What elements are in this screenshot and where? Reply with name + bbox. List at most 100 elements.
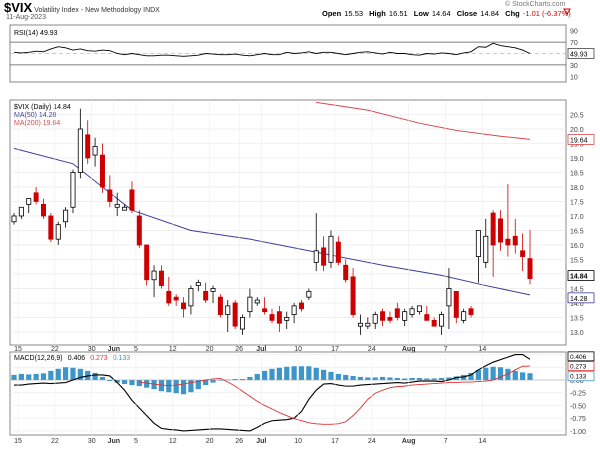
macd-histogram-bar — [453, 376, 459, 381]
macd-histogram-bar — [438, 377, 445, 381]
macd-x-tick-label: 30 — [88, 438, 96, 445]
macd-histogram-bar — [520, 372, 526, 381]
macd-histogram-bar — [166, 380, 172, 393]
macd-line — [14, 353, 531, 432]
macd-histogram-bar — [512, 370, 518, 381]
macd-histogram-bar — [490, 366, 496, 381]
candle-body — [195, 282, 201, 286]
price-x-tick-label: 10 — [294, 346, 302, 353]
macd-histogram-bar — [475, 369, 481, 381]
symbol-name: Volatility Index - New Methodology INDX — [34, 7, 160, 14]
candle-body — [298, 302, 304, 310]
macd-histogram-bar — [210, 380, 216, 383]
macd-histogram-bar — [424, 378, 430, 381]
macd-histogram-bar — [158, 380, 165, 392]
x-axis: 15 15 22 22 30 30 Jun Jun 5 5 12 12 20 20 26 26 Jul Jul 10… — [14, 100, 486, 445]
candle-body — [92, 145, 98, 156]
candle-body — [372, 314, 378, 324]
candle-body — [416, 305, 422, 313]
price-last-value: 14.84 — [570, 274, 588, 281]
macd-histogram-bar — [468, 372, 474, 381]
price-tick-label: 20.5 — [570, 112, 584, 119]
macd-tick-label: -0.25 — [570, 391, 586, 398]
date-label: 11-Aug-2023 — [6, 14, 46, 21]
macd-histogram-bar — [416, 377, 423, 381]
candle-body — [306, 290, 312, 298]
rsi-last-value-box — [567, 48, 595, 59]
price-x-tick-label: 14 — [479, 346, 487, 353]
macd-histogram-bar — [180, 380, 187, 395]
candle-body — [85, 134, 91, 159]
macd-histogram-bar — [365, 377, 371, 381]
macd-last-value: 0.273 — [570, 364, 587, 371]
price-last-value-box — [567, 270, 595, 282]
candle-body — [181, 302, 187, 310]
candle-body — [63, 209, 69, 223]
candle-body — [446, 288, 452, 307]
price-x-tick-label: 5 — [134, 346, 138, 353]
candle-body — [247, 296, 253, 313]
rsi-legend: RSI(14) 49.93 — [14, 30, 58, 37]
candle-body — [490, 212, 496, 246]
rsi-tick-label: 10 — [570, 74, 578, 81]
macd-legend-item: 0.273 — [90, 355, 108, 362]
price-tick-label: 17.5 — [570, 199, 584, 206]
candle-body — [284, 317, 290, 321]
macd-tick-label: -0.50 — [570, 403, 586, 410]
macd-histogram-bar — [18, 373, 24, 381]
macd-x-tick-label: 14 — [479, 438, 487, 445]
candle-body — [520, 250, 526, 257]
candle-body — [129, 189, 135, 211]
candle-body — [409, 308, 415, 315]
macd-histogram-bar — [26, 374, 32, 381]
price-x-tick-label: 7 — [444, 346, 448, 353]
macd-histogram-bar — [239, 378, 246, 381]
change-value: -1.01 (-6.37%) — [522, 9, 571, 18]
candle-body — [114, 203, 120, 208]
rsi-last-value: 49.93 — [570, 52, 588, 59]
macd-histogram-bar — [254, 373, 260, 381]
close-value: 14.84 — [480, 9, 500, 18]
macd-last-value-box — [567, 371, 595, 382]
candle-body — [365, 322, 371, 327]
macd-tick-label: -1.00 — [570, 429, 586, 436]
price-panel-frame — [9, 99, 567, 346]
macd-histogram-bar — [77, 368, 83, 381]
price-tick-label: 15.5 — [570, 257, 584, 264]
price-last-value: 19.64 — [570, 137, 588, 144]
macd-histogram-bar — [11, 374, 17, 381]
macd-x-tick-label: 15 — [14, 438, 22, 445]
price-x-tick-label: 24 — [368, 346, 376, 353]
candle-body — [240, 317, 246, 330]
candle-body — [505, 238, 511, 246]
candle-body — [291, 305, 297, 315]
macd-histogram-bar — [40, 373, 47, 381]
open-value: 15.53 — [344, 9, 364, 18]
macd-panel-frame — [9, 351, 567, 436]
candle-body — [276, 311, 282, 324]
macd-histogram-bar — [144, 380, 150, 388]
macd-histogram-bar — [402, 378, 408, 381]
macd-legend-item: 0.133 — [113, 355, 131, 362]
macd-last-value-box — [567, 351, 595, 362]
price-tick-label: 13.5 — [570, 315, 584, 322]
candle-body — [483, 235, 489, 263]
macd-histogram-bar — [335, 373, 341, 381]
macd-histogram-bar — [247, 376, 253, 381]
candle-body — [122, 206, 128, 211]
macd-histogram-bar — [55, 368, 61, 381]
macd-histogram-bar — [203, 380, 209, 386]
rsi-tick-label: 30 — [570, 63, 578, 70]
candle-body — [166, 290, 172, 304]
macd-x-tick-label: 10 — [294, 438, 302, 445]
candle-body — [107, 189, 113, 202]
macd-histogram-bar — [350, 375, 356, 381]
macd-tick-label: 0.00 — [570, 378, 584, 385]
chevron-down-icon[interactable] — [563, 7, 571, 15]
macd-legend-item: 0.406 — [68, 355, 86, 362]
macd-histogram-bar — [306, 366, 312, 381]
rsi-tick-label: 90 — [570, 29, 578, 36]
macd-last-value: 0.133 — [570, 374, 587, 381]
macd-tick-label: -0.75 — [570, 416, 586, 423]
